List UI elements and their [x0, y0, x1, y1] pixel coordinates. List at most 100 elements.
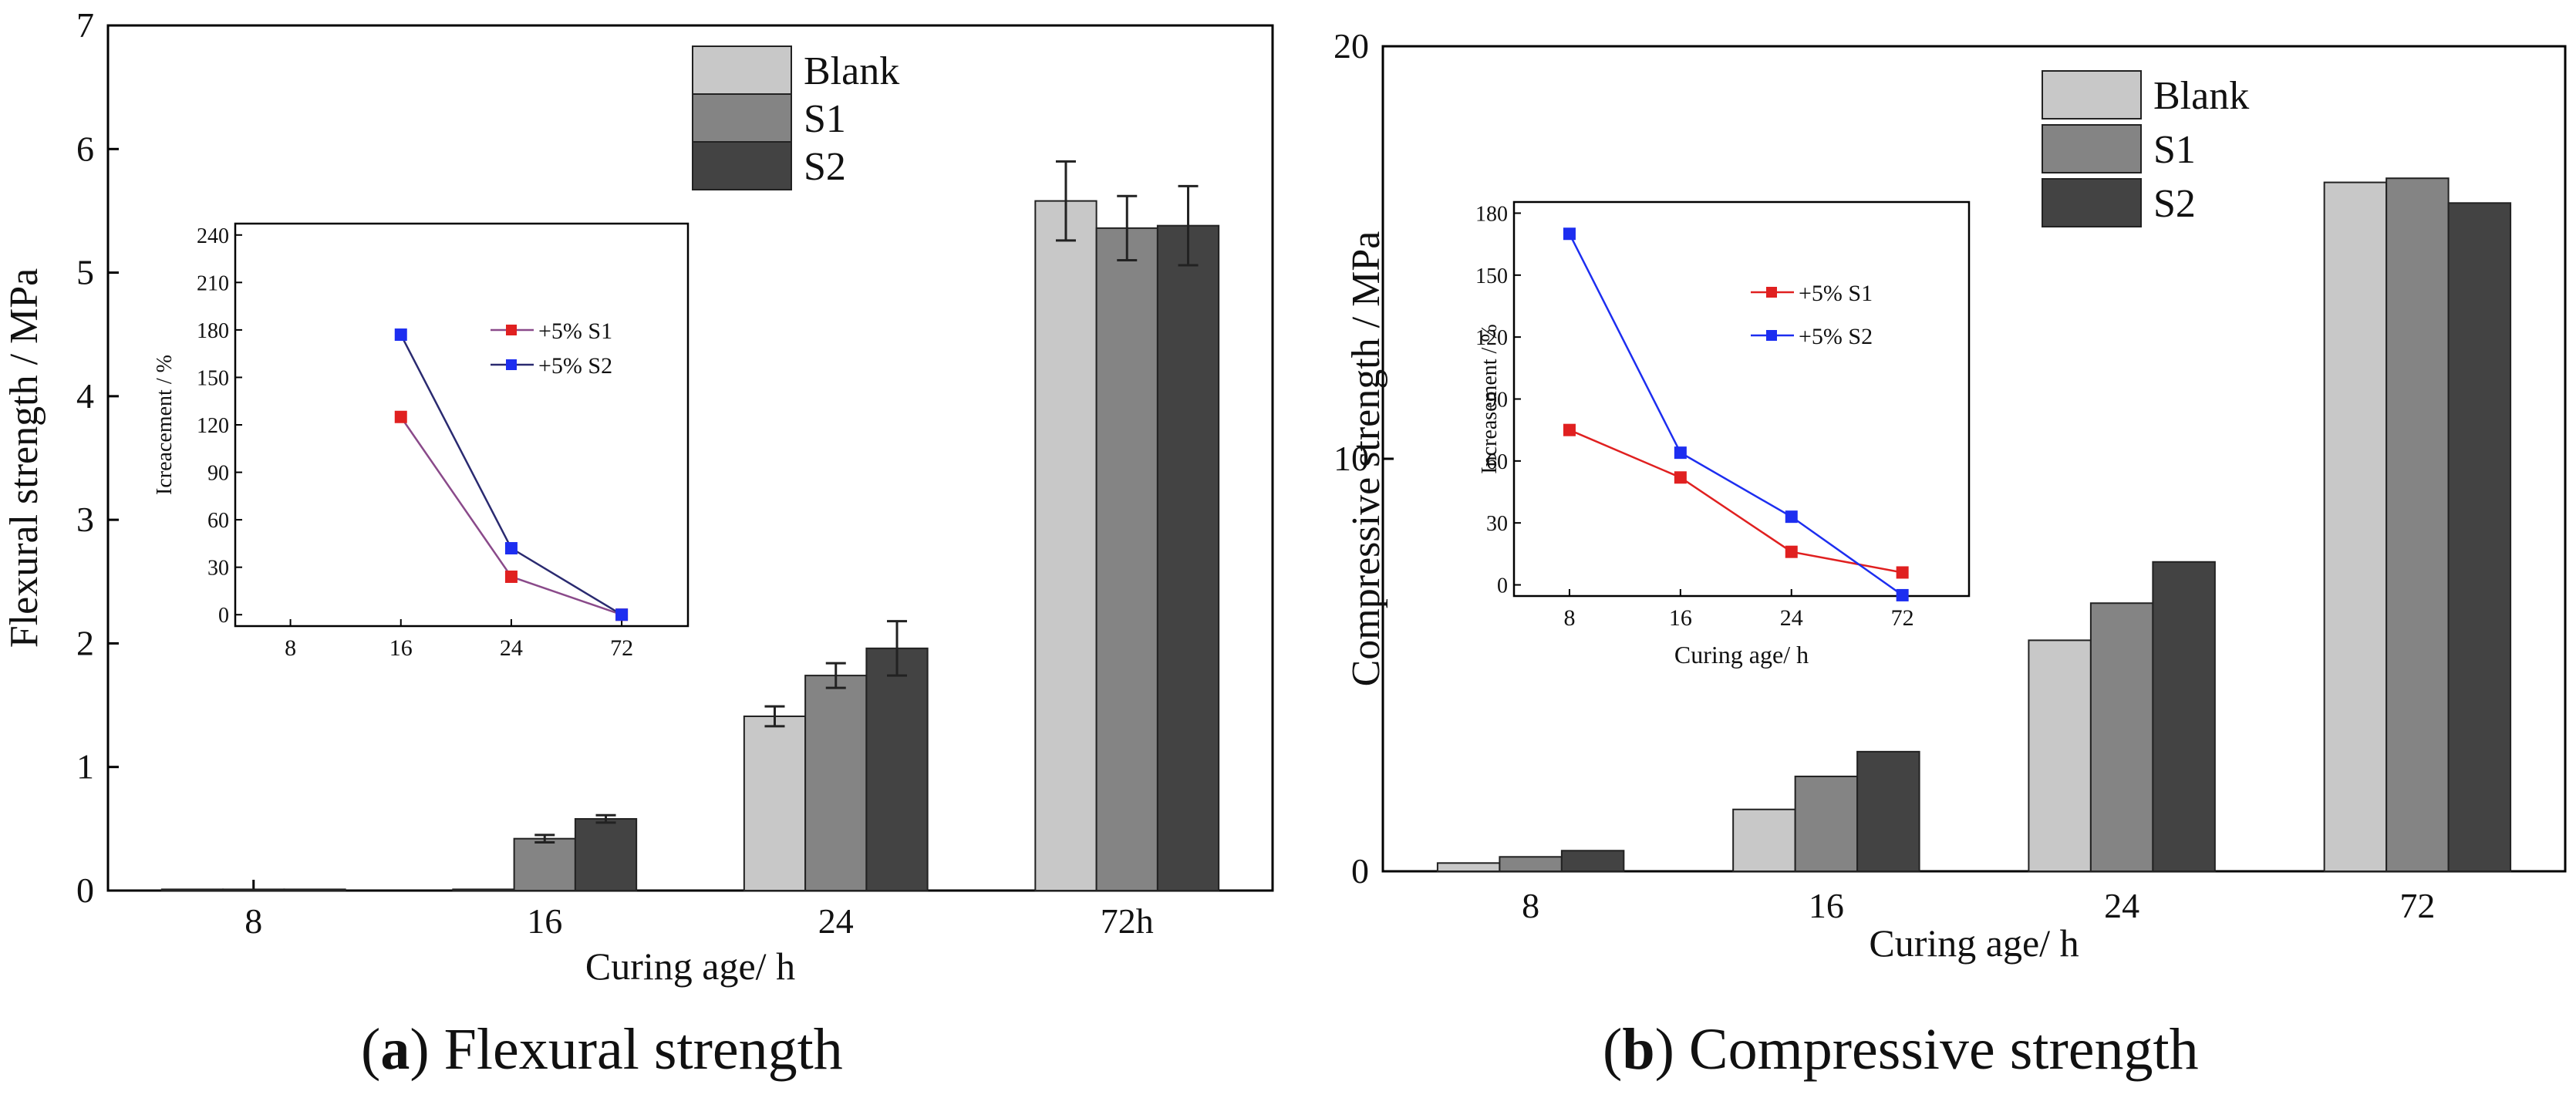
- x-tick-label: 16: [1809, 886, 1844, 925]
- bar-chart-1: 0 1 2 3 4 5 6 7 8 16 24 72h Curing age/ h Flexural st…: [2, 5, 1274, 988]
- inset-marker: [394, 410, 407, 423]
- x-tick-label: 16: [527, 901, 562, 941]
- y-tick-label: 5: [76, 253, 94, 292]
- caption-a: (a) Flexural strength: [361, 1017, 843, 1082]
- plot-frame: [106, 24, 1274, 892]
- bar-chart-2: 0 10 20 8 16 24 72 Curing age/ h Compressive str…: [1334, 26, 2567, 965]
- inset-y-axis-label: Icreacement / %: [153, 355, 177, 495]
- inset-marker: [394, 328, 407, 342]
- bar-s1-72: [2385, 177, 2450, 872]
- legend-label-s2: S2: [2153, 182, 2196, 226]
- bar-s2-16: [574, 818, 638, 892]
- x-tick-label: 72h: [1101, 901, 1154, 941]
- x-tick-label: 24: [2104, 886, 2139, 925]
- inset-y-tick-label: 90: [207, 462, 229, 486]
- inset-marker: [1674, 446, 1687, 460]
- inset-marker: [1674, 471, 1687, 484]
- bar-s1-16: [513, 837, 576, 892]
- legend-swatch-s1: [2042, 124, 2142, 173]
- inset-marker: [504, 570, 518, 583]
- inset-y-tick-label: 150: [1475, 264, 1508, 288]
- bar-s1-8: [1499, 856, 1563, 873]
- inset-chart-2: 0 30 60 90 120 150 180 8 16 24 72 +5% S1 +5% S2 Incre…: [1475, 200, 1971, 669]
- inset-chart-1: 0 30 60 90 120 150 180 210 240 8 16 24 72 +5% S1 +5% S…: [153, 222, 690, 661]
- y-tick-label: 0: [76, 871, 94, 910]
- inset-y-tick-label: 0: [218, 604, 229, 628]
- x-axis-label: Curing age/ h: [585, 945, 795, 988]
- x-tick-label: 8: [244, 901, 262, 941]
- bar-s2-24: [2152, 561, 2216, 872]
- legend-label-blank: Blank: [2153, 74, 2249, 118]
- inset-x-tick-label: 72: [1891, 605, 1914, 631]
- inset-x-tick-label: 24: [1780, 605, 1803, 631]
- inset-y-tick-label: 0: [1497, 574, 1508, 598]
- y-axis-label: Flexural strength / MPa: [2, 268, 46, 648]
- inset-y-tick-label: 120: [197, 414, 229, 438]
- inset-legend-marker: [506, 325, 517, 335]
- bar-s1-8: [222, 888, 285, 891]
- inset-legend-marker: [1766, 287, 1777, 298]
- inset-x-axis-label: Curing age/ h: [1674, 641, 1809, 669]
- bar-blank-8: [1436, 862, 1501, 873]
- inset-marker: [504, 542, 518, 555]
- legend-label-s1: S1: [2153, 128, 2196, 172]
- x-tick-label: 8: [1522, 886, 1539, 925]
- inset-x-tick-label: 24: [500, 635, 523, 661]
- inset-legend-label: +5% S1: [538, 318, 612, 344]
- inset-y-tick-label: 60: [1486, 450, 1508, 474]
- x-tick-label: 72: [2399, 886, 2435, 925]
- inset-y-tick-label: 30: [207, 557, 229, 581]
- inset-x-tick-label: 16: [389, 635, 413, 661]
- inset-line-2: [1568, 233, 1903, 596]
- inset-legend-label: +5% S2: [538, 353, 612, 379]
- y-tick-label: 20: [1334, 26, 1369, 66]
- bar-blank-72: [2323, 181, 2388, 873]
- inset-y-tick-label: 210: [197, 271, 229, 295]
- inset-frame: [1512, 200, 1971, 598]
- inset-y-tick-label: 30: [1486, 512, 1508, 536]
- inset-y-tick-label: 180: [197, 319, 229, 343]
- inset-frame: [234, 222, 690, 628]
- bar-s1-24: [804, 675, 868, 891]
- y-tick-label: 6: [76, 129, 94, 168]
- inset-marker: [615, 608, 629, 621]
- bar-s1-24: [2089, 602, 2154, 872]
- inset-y-tick-label: 90: [1486, 389, 1508, 413]
- y-axis-label: Compressive strength / MPa: [1344, 231, 1388, 687]
- bar-s2-72h: [1156, 224, 1220, 892]
- legend-swatch-s2: [692, 141, 792, 190]
- bar-blank-72h: [1034, 200, 1097, 891]
- bar-blank-8: [160, 888, 224, 891]
- legend-swatch-s2: [2042, 178, 2142, 227]
- bar-blank-24: [743, 715, 807, 891]
- inset-marker: [1563, 423, 1576, 436]
- x-tick-label: 24: [818, 901, 854, 941]
- y-tick-label: 0: [1351, 851, 1369, 891]
- bar-blank-16: [1732, 808, 1796, 872]
- bar-s2-24: [865, 647, 929, 892]
- inset-marker: [1785, 545, 1798, 558]
- legend-label-s2: S2: [804, 145, 846, 189]
- y-tick-label: 7: [76, 5, 94, 45]
- inset-y-tick-label: 240: [197, 224, 229, 248]
- caption-b: (b) Compressive strength: [1603, 1017, 2199, 1082]
- inset-y-tick-label: 120: [1475, 326, 1508, 350]
- inset-legend-marker: [506, 359, 517, 370]
- bar-s1-16: [1794, 775, 1859, 873]
- legend-swatch-s1: [692, 93, 792, 143]
- y-tick-label: 3: [76, 500, 94, 539]
- legend-label-blank: Blank: [804, 49, 899, 93]
- inset-line-1: [1569, 429, 1903, 574]
- legend-label-s1: S1: [804, 97, 846, 141]
- inset-y-tick-label: 60: [207, 509, 229, 533]
- bar-s1-72h: [1095, 227, 1158, 891]
- y-tick-label: 1: [76, 747, 94, 786]
- figure-svg: 0 1 2 3 4 5 6 7 8 16 24 72h Curing age/ h Flexural st…: [2, 5, 2567, 988]
- inset-legend-label: +5% S2: [1799, 324, 1873, 349]
- inset-y-tick-label: 180: [1475, 202, 1508, 226]
- y-tick-label: 10: [1334, 439, 1369, 478]
- inset-y-tick-label: 150: [197, 366, 229, 390]
- y-tick-label: 2: [76, 623, 94, 662]
- bar-s2-8: [283, 888, 346, 891]
